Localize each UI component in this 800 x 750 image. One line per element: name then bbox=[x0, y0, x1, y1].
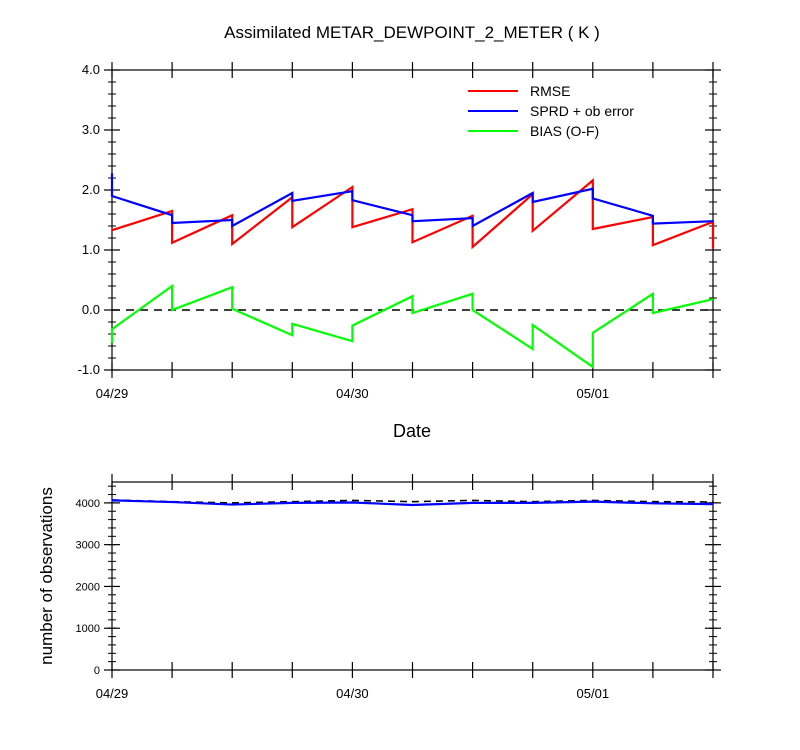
y-tick-label: 1.0 bbox=[82, 242, 100, 257]
y-tick-label: 4.0 bbox=[82, 62, 100, 77]
x-tick-label: 04/30 bbox=[336, 686, 369, 701]
series-line-possible-observations bbox=[111, 499, 714, 504]
y-tick-label: 3.0 bbox=[82, 122, 100, 137]
y-tick-label: 3000 bbox=[76, 540, 100, 552]
y-tick-label: -1.0 bbox=[78, 362, 100, 377]
y-tick-label: 2000 bbox=[76, 581, 100, 593]
legend-label: RMSE bbox=[530, 83, 570, 99]
x-tick-label: 04/29 bbox=[96, 686, 129, 701]
x-tick-label: 04/30 bbox=[336, 386, 369, 401]
x-tick-label: 05/01 bbox=[577, 386, 610, 401]
y-tick-label: 0.0 bbox=[82, 302, 100, 317]
x-tick-label: 04/29 bbox=[96, 386, 129, 401]
top-panel: 4.0 3.0 2.0 1.0 0.0 -1.0 04/29 04/30 05/01 RMSE SP… bbox=[78, 62, 721, 401]
bottom-panel: 4000 3000 2000 1000 0 04/29 04/30 05/01 bbox=[76, 474, 721, 701]
y-axis-label-observations: number of observations bbox=[37, 487, 56, 665]
y-tick-label: 4000 bbox=[76, 498, 100, 510]
x-axis-label: Date bbox=[393, 421, 431, 441]
series-line-assimilated-observations bbox=[111, 499, 714, 507]
y-tick-label: 0 bbox=[94, 665, 100, 677]
legend-label: BIAS (O-F) bbox=[530, 123, 599, 139]
legend-label: SPRD + ob error bbox=[530, 103, 634, 119]
series-line-sprd-ob-error bbox=[110, 173, 714, 228]
plot-frame bbox=[111, 481, 714, 671]
y-tick-label: 2.0 bbox=[82, 182, 100, 197]
series-line-bias-o-f bbox=[110, 283, 714, 370]
y-tick-label: 1000 bbox=[76, 623, 100, 635]
chart-title: Assimilated METAR_DEWPOINT_2_METER ( K ) bbox=[224, 23, 600, 42]
x-tick-label: 05/01 bbox=[577, 686, 610, 701]
